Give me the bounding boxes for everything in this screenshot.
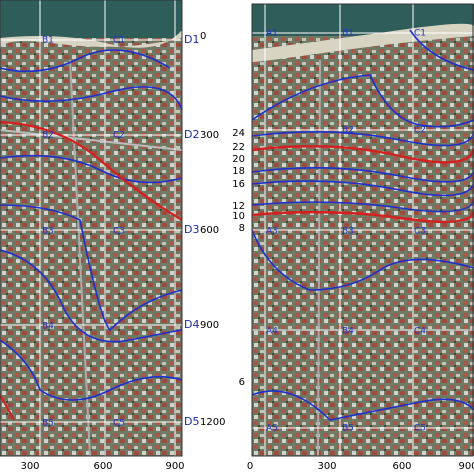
grid-point-label: A4 — [266, 327, 278, 337]
grid-point-label: B4 — [42, 322, 54, 332]
grid-point-label: A1 — [266, 29, 278, 39]
grid-point-label: A5 — [266, 424, 278, 434]
right-red-contours — [251, 144, 474, 224]
row-distance: 600 — [200, 225, 219, 236]
right-frame — [251, 3, 474, 457]
row-distance: 0 — [200, 31, 206, 42]
x-tick-label: 900 — [458, 461, 474, 472]
grid — [252, 32, 474, 34]
x-tick-label: 300 — [317, 461, 336, 472]
contour-label: 18 — [232, 166, 245, 177]
grid-point-label: C2 — [414, 126, 426, 136]
x-tick-label: 300 — [20, 461, 39, 472]
left-red-contour — [0, 120, 183, 221]
grid-point-label: B2 — [42, 131, 54, 141]
grid-point-label: B4 — [342, 327, 354, 337]
grid-point-label: C4 — [414, 327, 426, 337]
grid-point-label: A3 — [266, 227, 278, 237]
contour-label: 22 — [232, 142, 245, 153]
row-label: D3 — [184, 223, 199, 236]
row-label: D5 — [184, 415, 199, 428]
x-tick-label: 0 — [247, 461, 253, 472]
grid-point-label: C3 — [414, 227, 426, 237]
x-tick-label: 600 — [93, 461, 112, 472]
row-distance: 300 — [200, 130, 219, 141]
grid-point-label: B5 — [42, 419, 54, 429]
x-tick-label: 900 — [165, 461, 184, 472]
grid-point-label: C1 — [113, 36, 125, 46]
grid-point-label: C5 — [414, 424, 426, 434]
contour-label: 8 — [239, 223, 245, 234]
row-label: D4 — [184, 318, 199, 331]
contour-label: 10 — [232, 211, 245, 222]
x-tick-label: 600 — [392, 461, 411, 472]
left-red-contour — [0, 394, 15, 421]
left-contours — [0, 49, 183, 401]
contour-label: 24 — [232, 128, 245, 139]
contour-label: 20 — [232, 154, 245, 165]
grid-point-label: B3 — [42, 227, 54, 237]
row-distance: 1200 — [200, 417, 225, 428]
right-contours — [251, 29, 474, 421]
grid-point-label: B2 — [342, 126, 354, 136]
grid-point-label: B3 — [342, 227, 354, 237]
left-frame — [0, 0, 183, 457]
grid-point-label: B5 — [342, 424, 354, 434]
left-image — [0, 0, 183, 457]
grid-point-label: C3 — [113, 227, 125, 237]
grid-point-label: C2 — [113, 131, 125, 141]
grid-point-label: C1 — [414, 29, 426, 39]
grid-point-label: B1 — [342, 29, 354, 39]
contour-label: 6 — [239, 377, 245, 388]
grid-point-label: C5 — [113, 419, 125, 429]
row-label: D1 — [184, 33, 199, 46]
contour-label: 12 — [232, 201, 245, 212]
row-label: D2 — [184, 128, 199, 141]
row-distance: 900 — [200, 320, 219, 331]
grid-point-label: B1 — [42, 36, 54, 46]
contour-label: 16 — [232, 179, 245, 190]
